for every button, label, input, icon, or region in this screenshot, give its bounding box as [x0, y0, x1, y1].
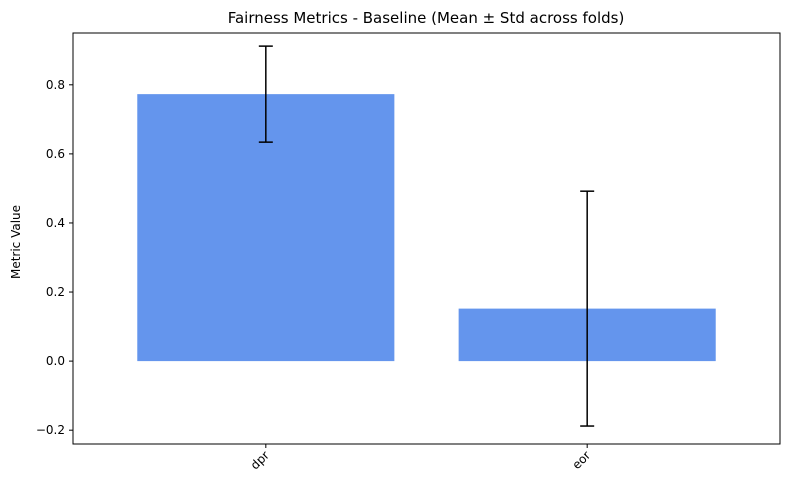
error-bars-group [258, 45, 595, 427]
y-axis-label: Metric Value [9, 205, 23, 279]
plot-frame [72, 32, 781, 445]
y-tick-label: 0.0 [46, 354, 65, 368]
y-tick-label: 0.4 [46, 216, 65, 230]
y-tick-label: 0.6 [46, 147, 65, 161]
bars-group [137, 94, 716, 362]
y-tick-label: −0.2 [36, 423, 65, 437]
x-tick-label-eor: eor [569, 448, 593, 472]
x-tick-label-dpr: dpr [248, 448, 272, 472]
y-tick-label: 0.8 [46, 78, 65, 92]
chart-title: Fairness Metrics - Baseline (Mean ± Std … [228, 9, 625, 27]
y-tick-label: 0.2 [46, 285, 65, 299]
x-axis: dpr eor [248, 444, 593, 472]
y-axis: −0.2 0.0 0.2 0.4 0.6 0.8 [36, 78, 73, 437]
